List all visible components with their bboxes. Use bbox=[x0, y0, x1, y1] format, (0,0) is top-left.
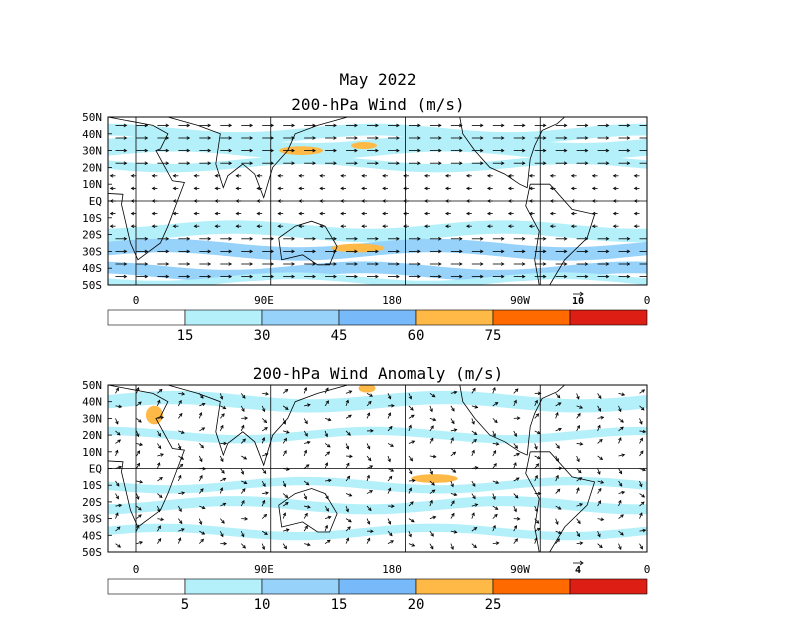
colorbar-segment bbox=[108, 310, 185, 325]
x-tick-label: 90W bbox=[510, 294, 530, 307]
jet-core-shading bbox=[146, 406, 163, 425]
panel1-title: 200-hPa Wind (m/s) bbox=[291, 95, 464, 114]
y-tick-label: 10N bbox=[82, 446, 102, 459]
colorbar-segment bbox=[262, 310, 339, 325]
y-tick-label: EQ bbox=[89, 463, 102, 476]
y-tick-label: 20N bbox=[82, 161, 102, 174]
y-tick-label: 30N bbox=[82, 145, 102, 158]
x-tick-label: 0 bbox=[644, 294, 651, 307]
colorbar-tick-label: 45 bbox=[331, 328, 348, 344]
reference-vector-label: 4 bbox=[575, 565, 581, 576]
map-plot-area bbox=[83, 384, 648, 552]
x-tick-label: 90W bbox=[510, 563, 530, 576]
colorbar-segment bbox=[185, 579, 262, 594]
y-tick-label: 50S bbox=[82, 546, 102, 559]
colorbar-segment bbox=[339, 310, 416, 325]
y-tick-label: 50S bbox=[82, 279, 102, 292]
figure-title: May 2022 bbox=[339, 70, 416, 89]
colorbar-segment bbox=[570, 310, 647, 325]
colorbar-segment bbox=[416, 579, 493, 594]
wind-anomaly-map-panel: 50N 40N 30N 20N 10N EQ 10S 20S 30S 40S 50S 0 90E 180 9… bbox=[82, 379, 650, 613]
colorbar-segment bbox=[262, 579, 339, 594]
y-tick-label: 30S bbox=[82, 513, 102, 526]
colorbar-segment bbox=[185, 310, 262, 325]
y-tick-label: 50N bbox=[82, 111, 102, 124]
y-tick-label: 20N bbox=[82, 429, 102, 442]
colorbar-tick-label: 5 bbox=[181, 597, 189, 613]
y-tick-label: 40N bbox=[82, 396, 102, 409]
x-tick-label: 180 bbox=[382, 294, 402, 307]
colorbar: 5 10 15 20 25 bbox=[108, 579, 647, 613]
panel2-title: 200-hPa Wind Anomaly (m/s) bbox=[253, 364, 503, 383]
y-tick-label: 10S bbox=[82, 212, 102, 225]
y-tick-label: 30S bbox=[82, 245, 102, 258]
colorbar-tick-label: 15 bbox=[177, 328, 194, 344]
colorbar-segment bbox=[493, 579, 570, 594]
colorbar-tick-label: 30 bbox=[254, 328, 271, 344]
y-tick-label: 50N bbox=[82, 379, 102, 392]
colorbar-tick-label: 20 bbox=[408, 597, 425, 613]
colorbar-tick-label: 60 bbox=[408, 328, 425, 344]
y-tick-label: 20S bbox=[82, 496, 102, 509]
x-tick-label: 0 bbox=[133, 563, 140, 576]
colorbar-tick-label: 25 bbox=[485, 597, 502, 613]
x-tick-label: 90E bbox=[254, 294, 274, 307]
x-tick-label: 180 bbox=[382, 563, 402, 576]
colorbar: 15 30 45 60 75 bbox=[108, 310, 647, 344]
colorbar-segment bbox=[416, 310, 493, 325]
colorbar-segment bbox=[570, 579, 647, 594]
x-tick-label: 90E bbox=[254, 563, 274, 576]
colorbar-tick-label: 75 bbox=[485, 328, 502, 344]
x-tick-label: 0 bbox=[133, 294, 140, 307]
y-tick-label: 10S bbox=[82, 479, 102, 492]
y-tick-label: 20S bbox=[82, 229, 102, 242]
colorbar-tick-label: 15 bbox=[331, 597, 348, 613]
colorbar-segment bbox=[108, 579, 185, 594]
colorbar-segment bbox=[493, 310, 570, 325]
y-tick-label: 30N bbox=[82, 412, 102, 425]
x-tick-label: 0 bbox=[644, 563, 651, 576]
y-tick-label: EQ bbox=[89, 195, 102, 208]
reference-vector-label: 10 bbox=[572, 296, 584, 307]
map-plot-area bbox=[83, 117, 651, 288]
y-tick-label: 40S bbox=[82, 262, 102, 275]
colorbar-segment bbox=[339, 579, 416, 594]
jet-core-shading bbox=[351, 142, 377, 149]
y-tick-label: 10N bbox=[82, 178, 102, 191]
wind-map-panel: 50N 40N 30N 20N 10N EQ 10S 20S 30S 40S 50S 0 90E 180 9… bbox=[82, 111, 650, 344]
y-tick-label: 40S bbox=[82, 529, 102, 542]
colorbar-tick-label: 10 bbox=[254, 597, 271, 613]
y-tick-label: 40N bbox=[82, 128, 102, 141]
